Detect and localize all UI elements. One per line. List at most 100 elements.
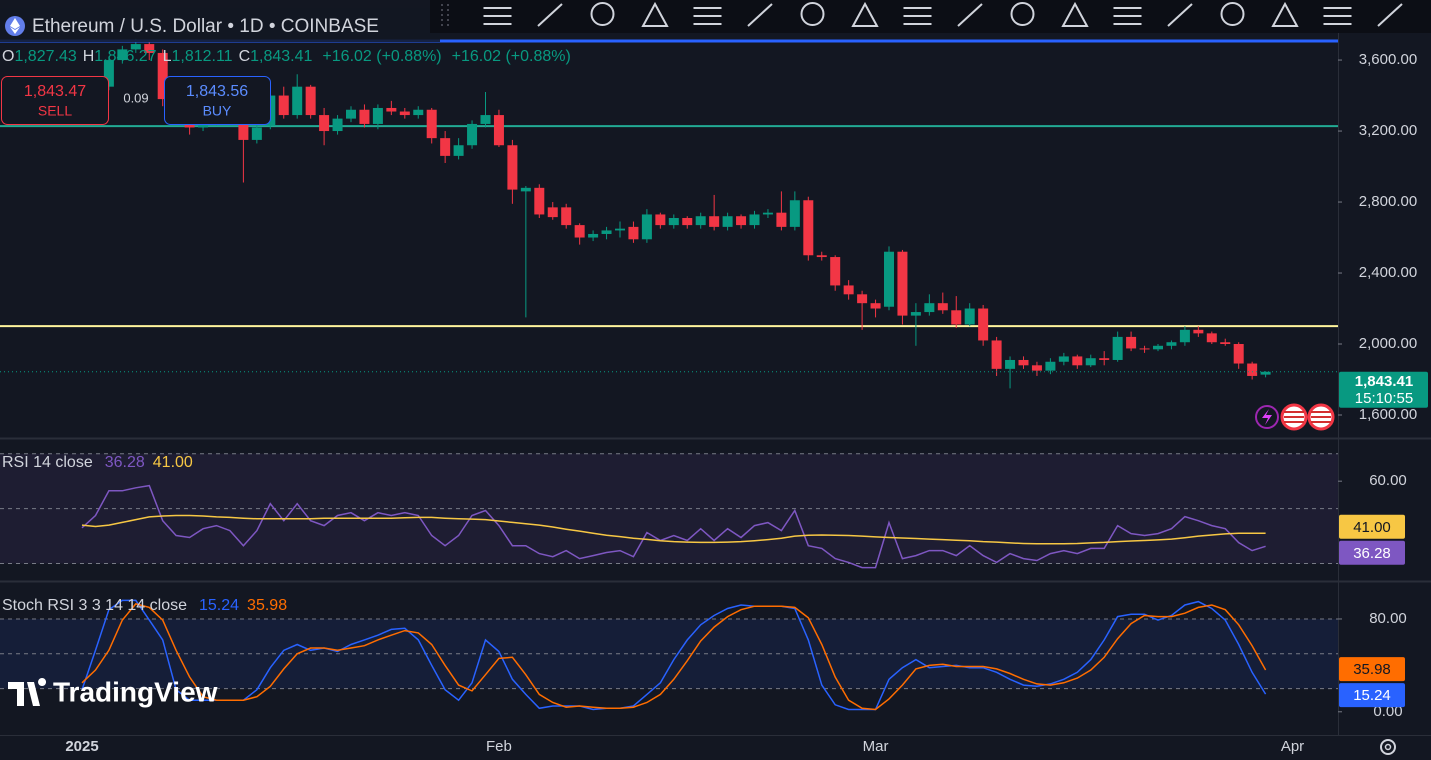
settings-gear[interactable] [1380, 739, 1396, 755]
candle-body [816, 255, 827, 258]
flag-stripes [1284, 411, 1331, 423]
tool-icon[interactable] [957, 3, 983, 27]
value-badge [1339, 683, 1405, 708]
x-tick-label: Feb [486, 738, 512, 755]
toolbar-button[interactable] [903, 7, 932, 25]
candle-body [144, 44, 155, 53]
toolbar-button[interactable] [957, 3, 983, 27]
candle-body [964, 308, 975, 325]
y-tick-label: 3,200.00 [1359, 122, 1417, 139]
y-tick-label: 1,600.00 [1359, 406, 1417, 423]
legend-text: 1,827.43 [14, 48, 76, 65]
candle-body [103, 60, 114, 87]
legend-text: L [163, 48, 172, 65]
toolbar-button[interactable] [1167, 3, 1193, 27]
toolbar-button[interactable] [1113, 7, 1142, 25]
candle-body [736, 216, 747, 226]
value-badge-label: 35.98 [1353, 661, 1391, 678]
candle-body [910, 312, 921, 316]
tool-icon[interactable] [590, 2, 615, 26]
toolbar-button[interactable] [1323, 7, 1352, 25]
candle-body [1045, 361, 1056, 371]
watermark: TradingView [8, 676, 218, 707]
tool-icon[interactable] [441, 4, 449, 28]
sell-label[interactable]: SELL [38, 103, 72, 119]
tool-icon[interactable] [1167, 3, 1193, 27]
settings-icon[interactable] [1380, 739, 1396, 755]
tool-icon[interactable] [1061, 1, 1089, 27]
candle-body [1139, 348, 1150, 350]
candle-body [1058, 356, 1069, 362]
tool-icon[interactable] [1323, 7, 1352, 25]
tool-icon[interactable] [641, 1, 669, 27]
toolbar-button[interactable] [851, 1, 879, 27]
tool-icon[interactable] [1377, 3, 1403, 27]
y-tick-label: 80.00 [1369, 610, 1407, 627]
legend-text: 1,846.27 [94, 48, 156, 65]
candle-body [157, 52, 168, 100]
value-badge [1339, 657, 1405, 682]
y-tick-label: 2,000.00 [1359, 335, 1417, 352]
tool-icon[interactable] [903, 7, 932, 25]
toolbar-button[interactable] [590, 2, 615, 26]
tool-icon[interactable] [747, 3, 773, 27]
candle-body [628, 226, 639, 240]
toolbar-button[interactable] [1061, 1, 1089, 27]
toolbar-button[interactable] [1271, 1, 1299, 27]
tool-icon[interactable] [800, 2, 825, 26]
candle-body [1005, 359, 1016, 369]
candle-body [1153, 345, 1163, 350]
candle-body [507, 145, 518, 190]
toolbar-button[interactable] [537, 3, 563, 27]
buy-price[interactable]: 1,843.56 [186, 83, 248, 100]
toolbar-button[interactable] [747, 3, 773, 27]
candle-body [951, 310, 962, 325]
sell-button[interactable] [1, 76, 109, 125]
tool-icon[interactable] [1271, 1, 1299, 27]
toolbar-button[interactable] [641, 1, 669, 27]
candle-body [574, 225, 585, 238]
legend-text: 1,843.41 [250, 48, 312, 65]
toolbar-button[interactable] [1377, 3, 1403, 27]
countdown: 15:10:55 [1355, 390, 1413, 407]
indicator-value: 36.28 [105, 454, 145, 471]
candle-body [251, 127, 262, 140]
toolbar-button[interactable] [800, 2, 825, 26]
watermark-text: TradingView [53, 676, 218, 707]
toolbar-button[interactable] [693, 7, 722, 25]
tool-icon[interactable] [1113, 7, 1142, 25]
candle-body [1072, 356, 1083, 366]
buy-button[interactable] [164, 76, 271, 125]
legend-text: +16.02 (+0.88%) [322, 48, 441, 65]
candle-body [870, 303, 881, 309]
candle-body [641, 214, 652, 240]
candle-body [1085, 358, 1096, 366]
candle-body [615, 228, 625, 231]
buy-label[interactable]: BUY [203, 103, 232, 119]
toolbar-button[interactable] [1010, 2, 1035, 26]
candle-body [1247, 363, 1258, 376]
toolbar-button[interactable] [1220, 2, 1245, 26]
header-bg [0, 8, 440, 42]
tool-icon[interactable] [1220, 2, 1245, 26]
tool-icon[interactable] [537, 3, 563, 27]
candle-body [1166, 342, 1177, 346]
legend-text: +16.02 (+0.88%) [452, 48, 571, 65]
tool-icon[interactable] [483, 7, 512, 25]
candle-body [1233, 344, 1244, 364]
sell-price[interactable]: 1,843.47 [24, 83, 86, 100]
candle-body [924, 303, 935, 313]
candle-body [130, 44, 141, 50]
tool-icon[interactable] [851, 1, 879, 27]
tool-icon[interactable] [1010, 2, 1035, 26]
y-tick-label: 60.00 [1369, 472, 1407, 489]
y-tick-label: 3,600.00 [1359, 51, 1417, 68]
value-badge [1339, 540, 1405, 565]
candle-body [547, 207, 558, 218]
toolbar-button[interactable] [483, 7, 512, 25]
toolbar-button[interactable] [441, 4, 449, 28]
candle-body [884, 251, 894, 307]
candle-body [897, 251, 908, 316]
tool-icon[interactable] [693, 7, 722, 25]
